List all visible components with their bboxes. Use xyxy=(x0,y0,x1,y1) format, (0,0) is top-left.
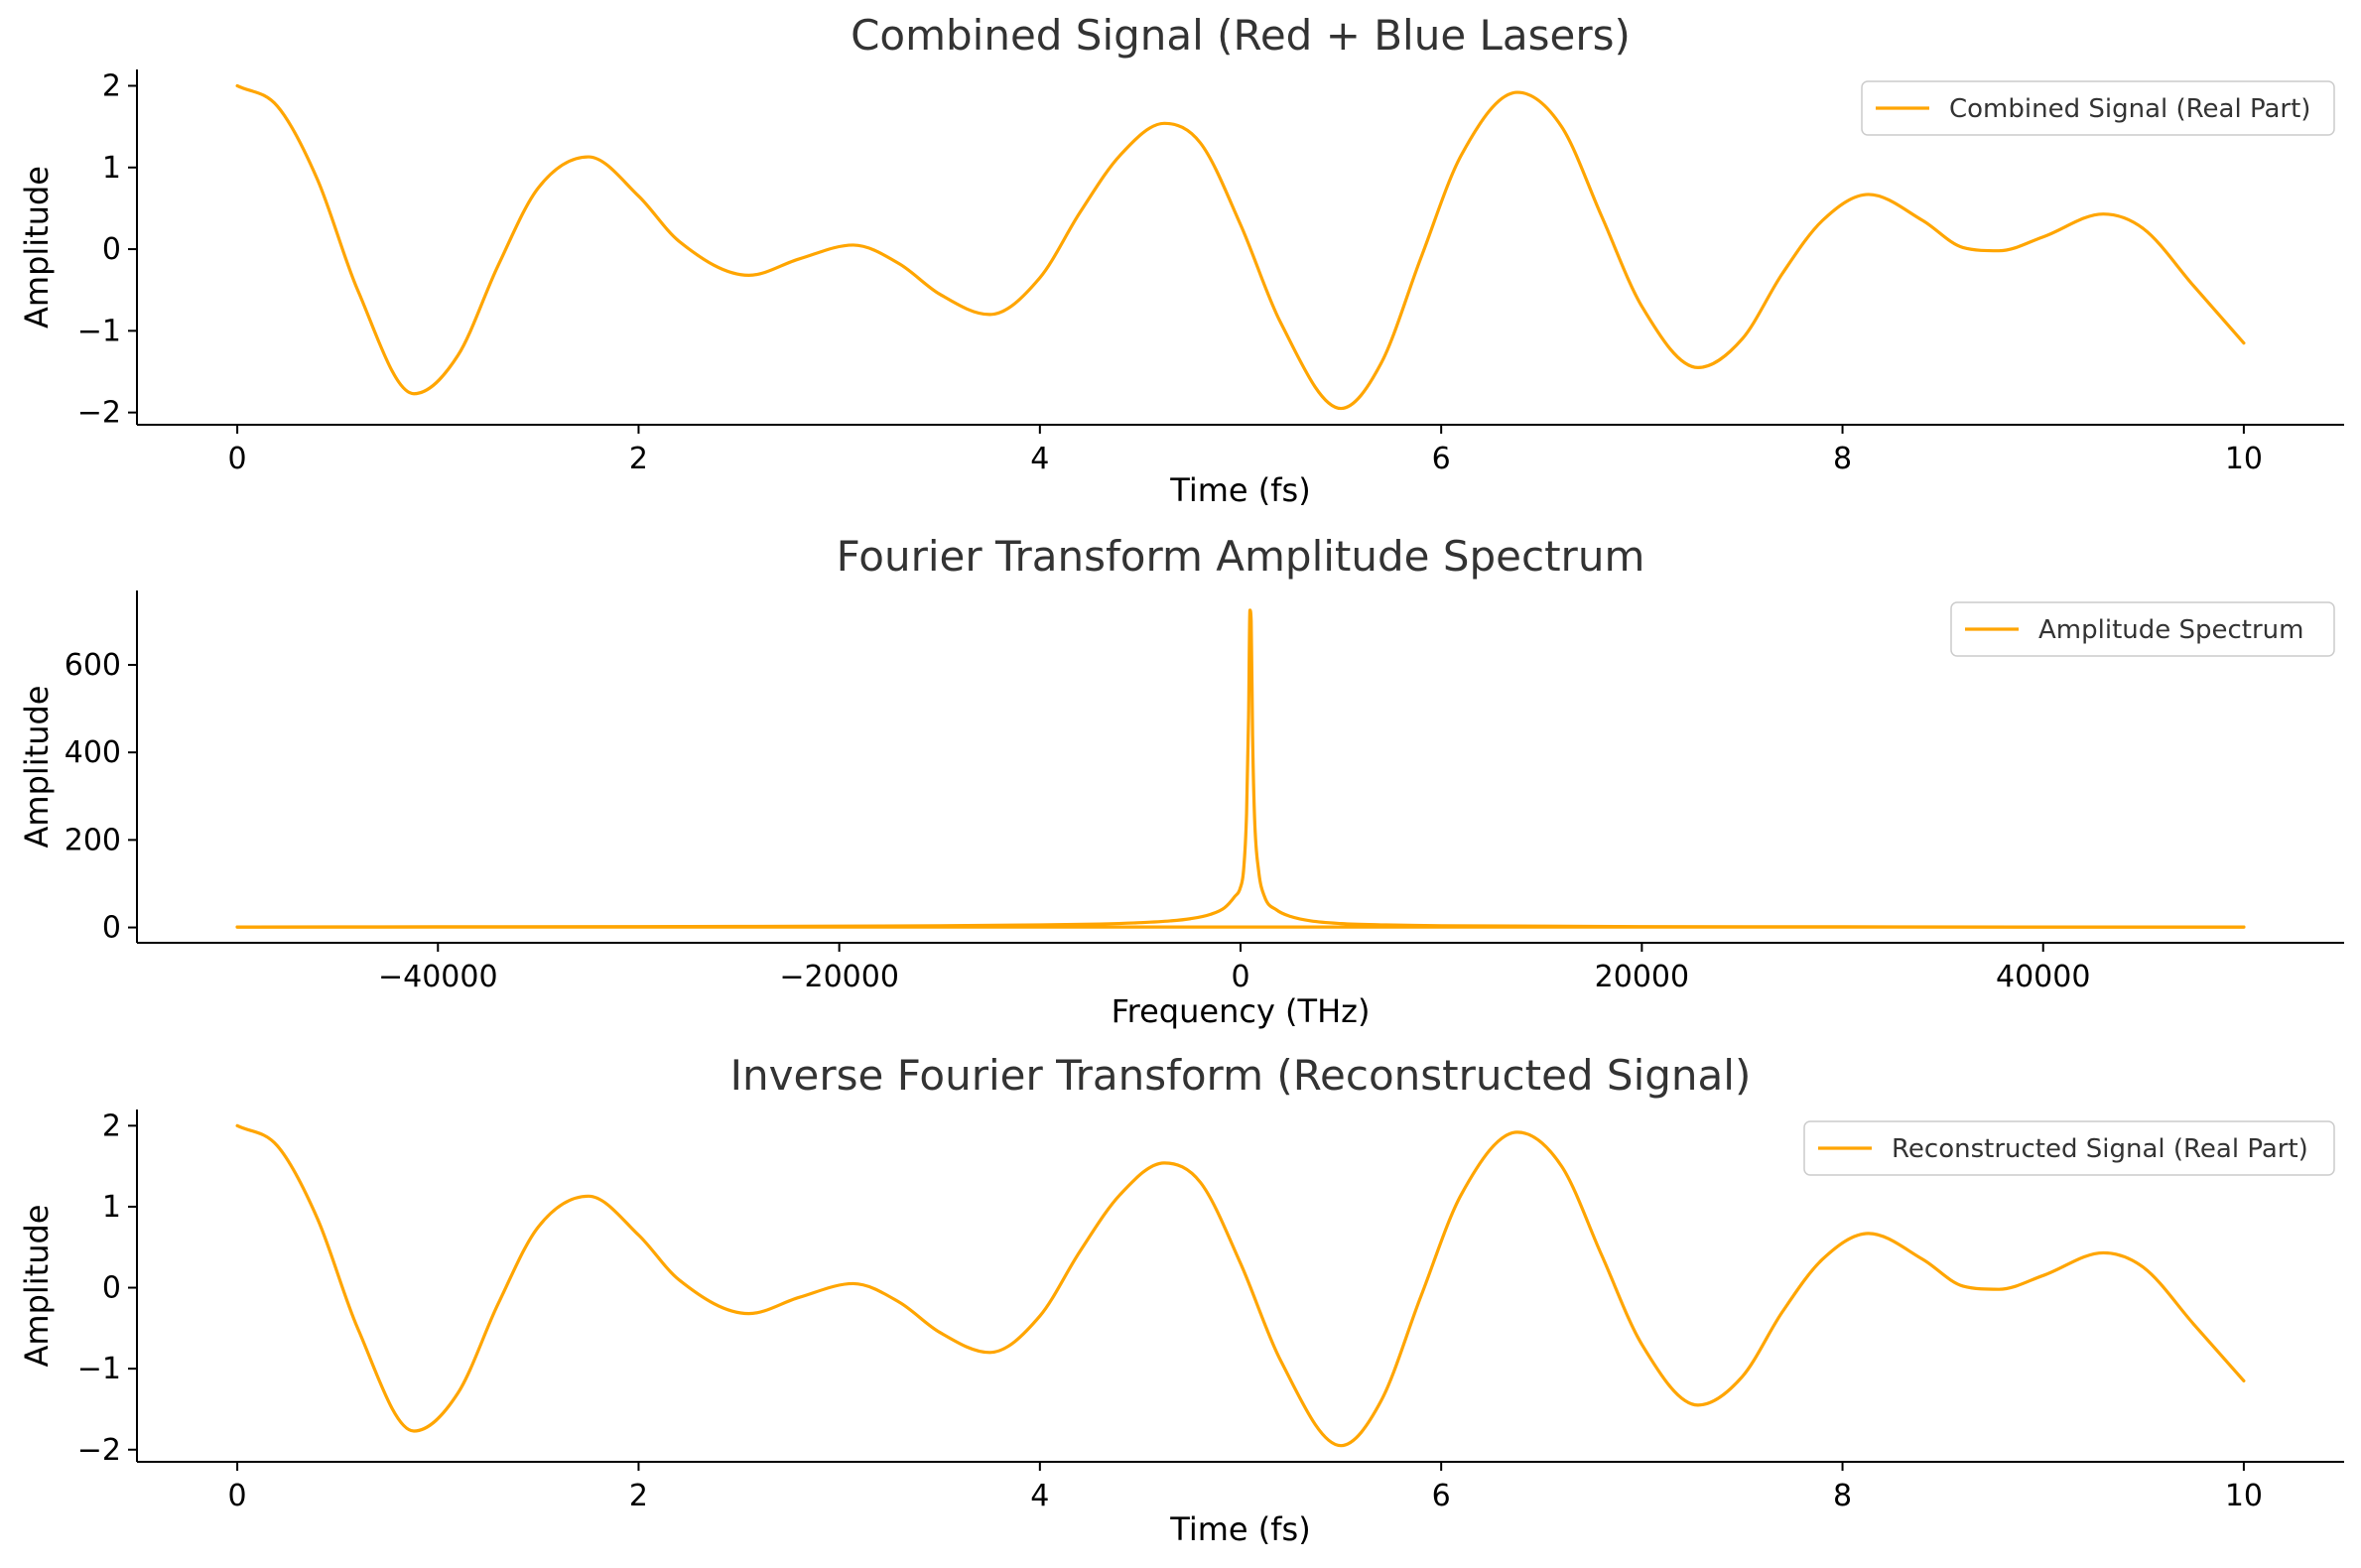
legend: Reconstructed Signal (Real Part) xyxy=(1803,1120,2335,1176)
y-tick-label: 0 xyxy=(102,1271,121,1306)
legend-entry: Amplitude Spectrum xyxy=(2038,615,2304,645)
x-tick-label: 8 xyxy=(1833,1479,1852,1513)
x-tick-label: −20000 xyxy=(779,960,899,994)
y-axis-label: Amplitude xyxy=(18,686,56,849)
x-tick-label: 40000 xyxy=(1996,960,2090,994)
x-tick-label: 4 xyxy=(1030,442,1049,476)
y-tick-label: 1 xyxy=(102,1190,121,1225)
legend: Amplitude Spectrum xyxy=(1950,601,2335,657)
legend-entry: Combined Signal (Real Part) xyxy=(1949,94,2310,124)
x-tick-label: 0 xyxy=(228,1479,247,1513)
x-axis-label: Frequency (THz) xyxy=(1112,992,1371,1030)
y-tick-label: −2 xyxy=(77,396,121,431)
x-axis-label: Time (fs) xyxy=(1169,1510,1310,1548)
legend: Combined Signal (Real Part) xyxy=(1861,80,2335,136)
x-tick-label: 6 xyxy=(1432,442,1451,476)
y-tick-label: 600 xyxy=(65,648,121,683)
amplitude-spectrum-panel: Fourier Transform Amplitude Spectrum −400… xyxy=(18,532,2344,1030)
y-axis-label: Amplitude xyxy=(18,166,56,328)
x-tick-label: 4 xyxy=(1030,1479,1049,1513)
amplitude-spectrum-title: Fourier Transform Amplitude Spectrum xyxy=(837,532,1645,581)
combined-signal-panel: Combined Signal (Red + Blue Lasers) 0 2 4 6 8… xyxy=(18,11,2344,509)
x-tick-label: 0 xyxy=(228,442,247,476)
x-tick-label: 2 xyxy=(629,442,648,476)
y-tick-label: 400 xyxy=(65,735,121,770)
legend-entry: Reconstructed Signal (Real Part) xyxy=(1892,1134,2308,1164)
series-line xyxy=(235,1123,2246,1448)
legend-frame xyxy=(1803,1120,2335,1176)
x-tick-label: 6 xyxy=(1432,1479,1451,1513)
x-tick-label: 10 xyxy=(2225,442,2263,476)
x-tick-label: 10 xyxy=(2225,1479,2263,1513)
y-tick-label: 1 xyxy=(102,151,121,186)
x-tick-label: 0 xyxy=(1231,960,1249,994)
reconstructed-signal-panel: Inverse Fourier Transform (Reconstructed… xyxy=(18,1051,2344,1548)
reconstructed-signal-title: Inverse Fourier Transform (Reconstructed… xyxy=(730,1051,1752,1100)
series-line xyxy=(235,83,2246,411)
y-tick-label: −1 xyxy=(77,314,121,348)
y-tick-label: 2 xyxy=(102,1109,121,1143)
x-axis-label: Time (fs) xyxy=(1169,471,1310,509)
x-tick-label: −40000 xyxy=(378,960,498,994)
x-tick-label: 2 xyxy=(629,1479,648,1513)
series-line xyxy=(235,608,2246,929)
x-tick-label: 8 xyxy=(1833,442,1852,476)
legend-frame xyxy=(1861,80,2335,136)
x-tick-label: 20000 xyxy=(1595,960,1689,994)
y-tick-label: −1 xyxy=(77,1352,121,1386)
combined-signal-title: Combined Signal (Red + Blue Lasers) xyxy=(851,11,1631,60)
y-tick-label: 200 xyxy=(65,823,121,857)
y-tick-label: −2 xyxy=(77,1433,121,1468)
y-tick-label: 0 xyxy=(102,232,121,267)
y-tick-label: 2 xyxy=(102,68,121,103)
legend-frame xyxy=(1950,601,2335,657)
y-tick-label: 0 xyxy=(102,911,121,946)
y-axis-label: Amplitude xyxy=(18,1205,56,1368)
